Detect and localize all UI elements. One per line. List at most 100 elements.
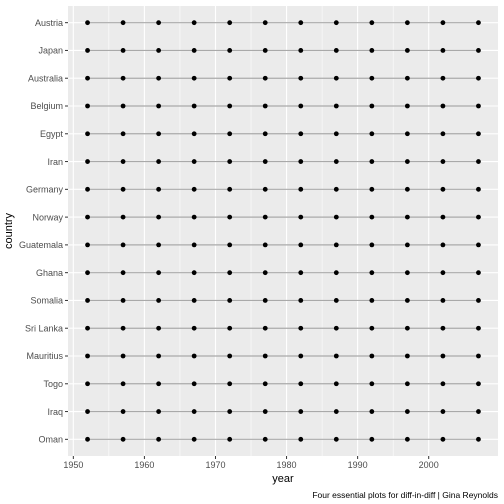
data-point (262, 75, 268, 81)
data-point (440, 214, 446, 220)
data-point (440, 131, 446, 137)
data-point (476, 242, 481, 248)
data-point (85, 270, 90, 276)
x-tick-label: 1970 (205, 460, 225, 470)
data-point (369, 103, 375, 109)
data-point (369, 214, 375, 220)
data-point (404, 186, 410, 192)
data-point (369, 131, 375, 137)
data-point (440, 381, 446, 387)
minor-gridlines (108, 6, 394, 456)
data-point (333, 298, 339, 303)
data-point (369, 381, 375, 387)
data-point (227, 436, 233, 442)
data-point (404, 409, 410, 414)
data-point (156, 48, 162, 53)
data-point (120, 353, 126, 359)
data-point (262, 131, 268, 137)
data-point (156, 214, 162, 220)
data-point (476, 353, 481, 359)
data-point (120, 186, 126, 192)
data-point (333, 242, 339, 248)
data-point (262, 409, 268, 414)
y-tick-label: Japan (38, 46, 63, 56)
data-point (333, 48, 339, 53)
data-point (227, 409, 233, 414)
data-point (120, 325, 126, 331)
y-tick-label: Egypt (40, 129, 64, 139)
data-point (262, 48, 268, 53)
data-point (333, 186, 339, 192)
data-point (369, 75, 375, 81)
data-point (191, 353, 197, 359)
data-point (262, 298, 268, 303)
data-point (227, 48, 233, 53)
data-point (369, 409, 375, 414)
data-point (440, 325, 446, 331)
data-point (120, 131, 126, 137)
data-point (191, 131, 197, 137)
data-point (120, 242, 126, 248)
data-point (191, 298, 197, 303)
data-point (476, 75, 481, 81)
data-point (156, 242, 162, 248)
y-tick-label: Somalia (30, 296, 63, 306)
data-point (120, 159, 126, 164)
data-point (156, 103, 162, 109)
y-tick-label: Sri Lanka (25, 323, 63, 333)
data-point (476, 270, 481, 276)
data-point (227, 214, 233, 220)
data-point (333, 436, 339, 442)
data-point (404, 325, 410, 331)
data-point (262, 20, 268, 26)
data-point (191, 214, 197, 220)
data-point (262, 353, 268, 359)
data-point (191, 75, 197, 81)
data-point (227, 20, 233, 26)
data-point (120, 298, 126, 303)
data-point (156, 325, 162, 331)
data-point (156, 131, 162, 137)
data-point (476, 325, 481, 331)
y-tick-label: Ghana (36, 268, 63, 278)
data-point (369, 186, 375, 192)
y-axis: Austria Japan Australia Belgium Egypt Iran Ger… (19, 18, 68, 445)
data-point (333, 409, 339, 414)
data-point (227, 325, 233, 331)
data-point (333, 20, 339, 26)
data-point (85, 325, 90, 331)
data-point (262, 270, 268, 276)
data-point (156, 20, 162, 26)
data-point (262, 103, 268, 109)
data-point (298, 214, 304, 220)
data-point (404, 75, 410, 81)
caption: Four essential plots for diff-in-diff | … (312, 490, 498, 500)
data-point (227, 159, 233, 164)
data-point (262, 159, 268, 164)
data-point (262, 242, 268, 248)
data-point (333, 214, 339, 220)
data-point (298, 103, 304, 109)
data-point (120, 20, 126, 26)
data-point (298, 381, 304, 387)
data-point (369, 159, 375, 164)
y-tick-label: Togo (43, 379, 63, 389)
data-point (476, 298, 481, 303)
x-axis: 1950 1960 1970 1980 1990 2000 (63, 456, 439, 470)
data-point (85, 381, 90, 387)
data-point (369, 48, 375, 53)
data-point (298, 436, 304, 442)
data-point (120, 436, 126, 442)
data-point (298, 409, 304, 414)
data-point (191, 103, 197, 109)
data-point (227, 186, 233, 192)
data-point (440, 242, 446, 248)
y-tick-label: Austria (35, 18, 63, 28)
y-tick-label: Belgium (30, 101, 63, 111)
data-point (333, 103, 339, 109)
data-point (120, 214, 126, 220)
data-point (440, 20, 446, 26)
data-point (404, 214, 410, 220)
y-tick-label: Iran (47, 157, 63, 167)
data-point (156, 436, 162, 442)
